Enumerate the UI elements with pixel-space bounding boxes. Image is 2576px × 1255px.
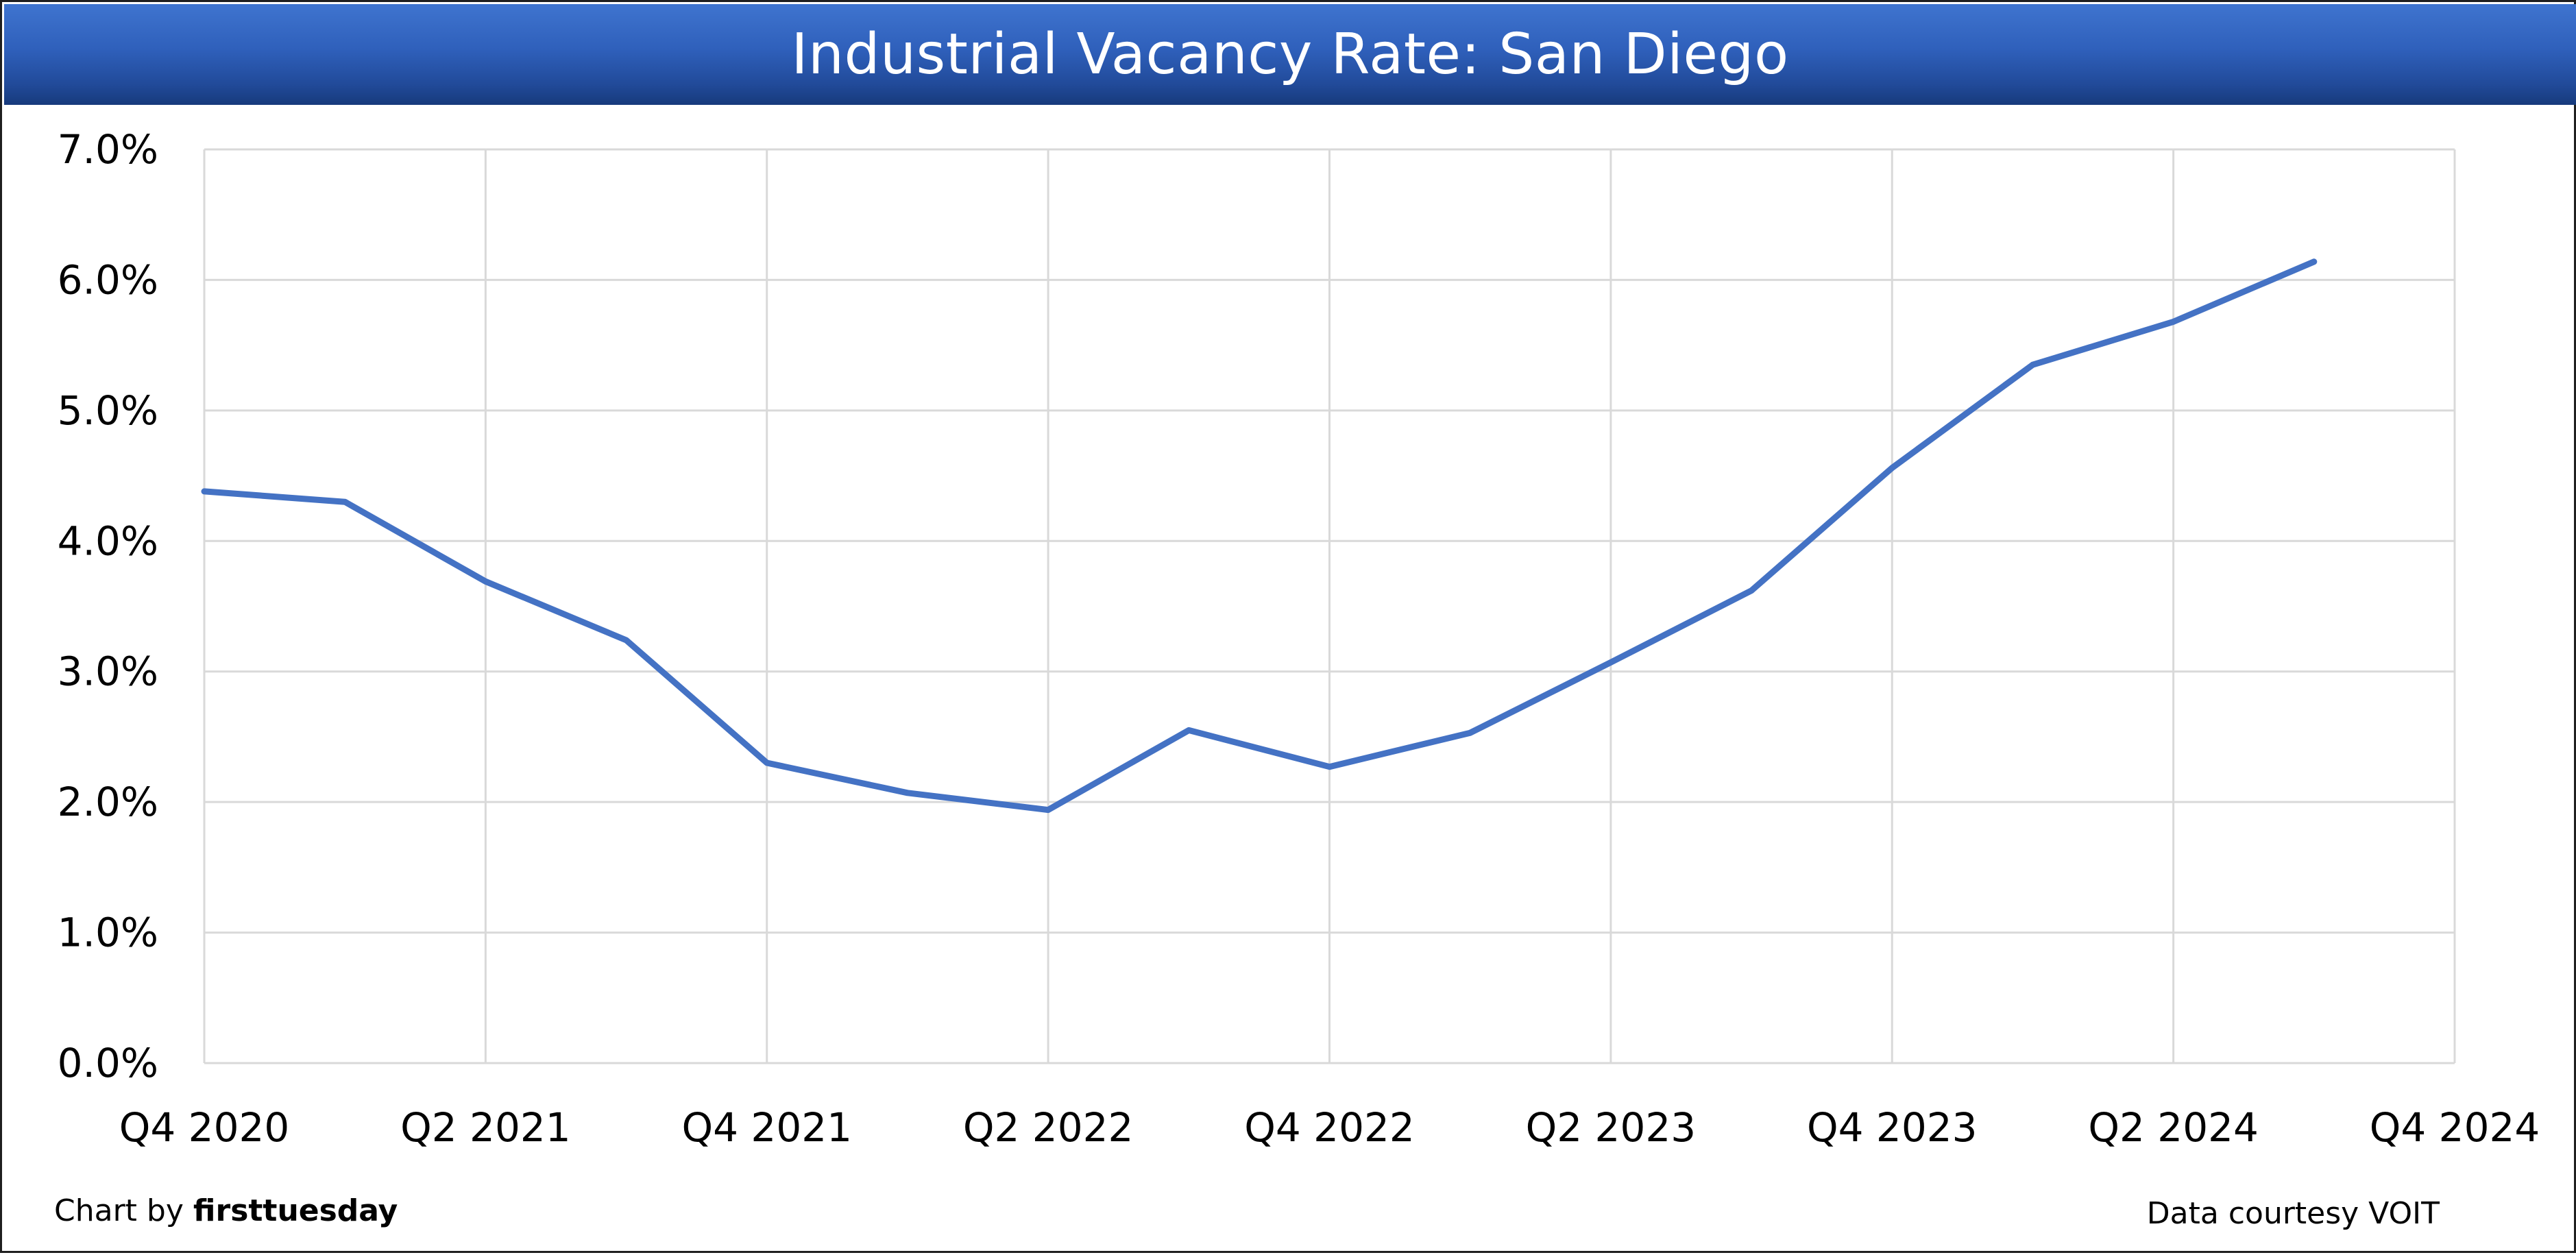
data-source: Data courtesy VOIT	[2146, 1196, 2440, 1231]
x-tick-label: Q2 2024	[2088, 1104, 2259, 1151]
x-tick-label: Q4 2020	[119, 1104, 290, 1151]
credit-brand: firsttuesday	[193, 1193, 398, 1228]
credit-prefix: Chart by	[54, 1193, 184, 1228]
title-bar: Industrial Vacancy Rate: San Diego	[4, 4, 2576, 105]
y-tick-label: 7.0%	[58, 126, 158, 173]
y-tick-label: 2.0%	[58, 779, 158, 825]
x-tick-label: Q2 2023	[1526, 1104, 1697, 1151]
y-tick-label: 5.0%	[58, 387, 158, 434]
grid-lines	[203, 148, 2456, 1064]
x-tick-label: Q4 2021	[681, 1104, 852, 1151]
chart-title: Industrial Vacancy Rate: San Diego	[791, 22, 1789, 87]
x-tick-label: Q4 2022	[1244, 1104, 1415, 1151]
x-tick-label: Q2 2021	[400, 1104, 571, 1151]
y-tick-label: 1.0%	[58, 910, 158, 956]
series-layer	[201, 258, 2318, 814]
y-tick-label: 4.0%	[58, 517, 158, 564]
axis-labels: 0.0% 1.0% 2.0% 3.0% 4.0% 5.0% 6.0% 7.0% Q4 2020 Q…	[58, 126, 2540, 1151]
series-line	[201, 258, 2318, 814]
y-tick-label: 3.0%	[58, 648, 158, 695]
y-tick-label: 0.0%	[58, 1040, 158, 1086]
y-tick-label: 6.0%	[58, 256, 158, 303]
x-tick-label: Q4 2024	[2370, 1104, 2540, 1151]
chart-credit: Chart by firsttuesday	[54, 1193, 398, 1228]
x-tick-label: Q4 2023	[1807, 1104, 1978, 1151]
x-tick-label: Q2 2022	[963, 1104, 1134, 1151]
